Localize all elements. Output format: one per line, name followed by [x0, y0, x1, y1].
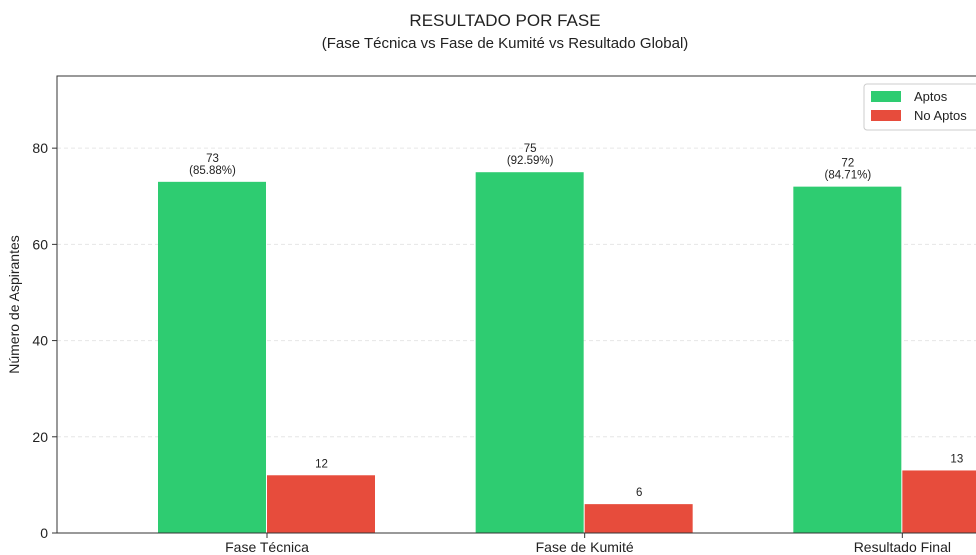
- bar-data-label: 12: [315, 458, 328, 470]
- chart-subtitle: (Fase Técnica vs Fase de Kumité vs Resul…: [321, 35, 689, 52]
- bar-data-label: 13: [950, 453, 963, 465]
- x-tick-label: Resultado Final: [854, 539, 951, 555]
- legend-label: No Aptos: [914, 108, 967, 123]
- bar: [584, 504, 693, 533]
- bar-data-label: 6: [636, 487, 642, 499]
- bar: [475, 172, 584, 534]
- y-tick-label: 40: [32, 333, 48, 349]
- bar: [267, 475, 375, 533]
- legend-label: Aptos: [914, 89, 948, 104]
- y-axis-label: Número de Aspirantes: [6, 235, 22, 374]
- x-tick-label: Fase Técnica: [225, 539, 309, 555]
- legend-swatch: [871, 110, 901, 121]
- bar-data-label: 75: [524, 143, 537, 155]
- bar: [158, 181, 266, 533]
- y-tick-label: 60: [32, 236, 48, 252]
- y-tick-label: 80: [32, 140, 48, 156]
- bar-data-label: (92.59%): [507, 155, 554, 167]
- bar: [902, 470, 976, 533]
- bar-data-label: (84.71%): [824, 170, 871, 182]
- plot-frame: [56, 75, 976, 534]
- chart-title: RESULTADO POR FASE: [409, 11, 601, 30]
- y-tick-label: 20: [32, 429, 48, 445]
- bar-data-label: 72: [841, 158, 854, 170]
- bar-data-label: 73: [206, 153, 219, 165]
- bar: [793, 186, 902, 534]
- bar-data-label: (85.88%): [189, 165, 236, 177]
- legend-swatch: [871, 91, 901, 102]
- x-tick-label: Fase de Kumité: [536, 539, 634, 555]
- y-tick-label: 0: [40, 525, 48, 541]
